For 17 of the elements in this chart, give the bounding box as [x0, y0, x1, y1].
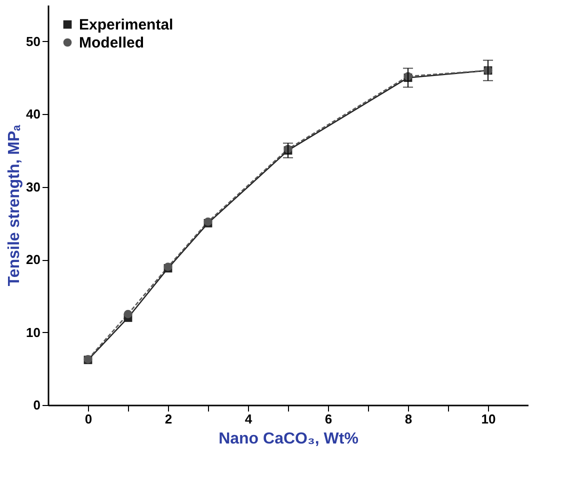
y-tick-label: 0 — [33, 398, 40, 412]
y-tick-label: 30 — [26, 179, 40, 194]
point — [124, 310, 132, 318]
legend-label: Experimental — [79, 16, 174, 34]
y-tick-label: 40 — [26, 106, 40, 122]
x-tick-label: 10 — [481, 412, 496, 426]
y-axis-title: Tensile strength, MPₐ — [6, 124, 24, 286]
legend-label: Modelled — [79, 34, 144, 52]
x-tick-label: 6 — [324, 412, 332, 426]
x-axis-title: Nano CaCO₃, Wt% — [218, 430, 358, 448]
x-tick-label: 0 — [84, 412, 92, 426]
x-tick-label: 8 — [404, 412, 412, 426]
y-tick-label: 10 — [26, 324, 40, 340]
y-tick-label: 50 — [26, 34, 40, 49]
x-tick-label: 2 — [164, 412, 172, 426]
y-tick-label: 20 — [26, 252, 40, 268]
x-tick-label: 4 — [244, 412, 253, 426]
